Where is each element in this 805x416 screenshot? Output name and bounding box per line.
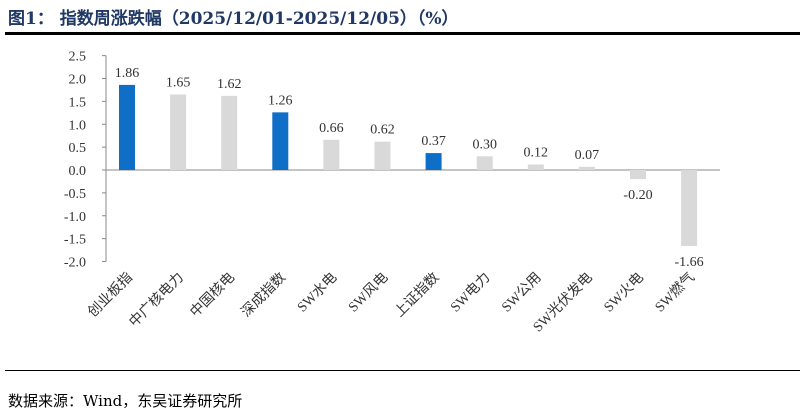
bar	[272, 112, 289, 170]
data-label: -1.66	[675, 255, 704, 270]
bar	[476, 156, 493, 170]
data-label: -0.20	[623, 188, 652, 203]
source-divider	[5, 370, 800, 371]
data-label: 0.12	[524, 146, 549, 161]
bar	[323, 139, 340, 170]
data-label: 1.26	[268, 93, 293, 108]
source-note: 数据来源：Wind，东吴证券研究所	[8, 392, 243, 410]
data-label: 0.37	[421, 134, 446, 149]
y-tick-label: -1.0	[64, 210, 86, 225]
bar	[425, 153, 442, 170]
data-label: 0.66	[319, 121, 344, 136]
data-label: 0.07	[575, 148, 600, 163]
y-tick-label: 0.0	[69, 164, 87, 179]
bar	[170, 94, 187, 170]
figure-title: 图1： 指数周涨跌幅（2025/12/01-2025/12/05）（%）	[8, 9, 459, 29]
bar	[630, 170, 646, 180]
y-tick-label: -1.5	[64, 233, 86, 248]
bar	[221, 95, 238, 170]
x-tick-label: 创业板指	[85, 270, 136, 321]
data-label: 1.86	[115, 66, 140, 81]
x-tick-label: 中广核电力	[126, 270, 187, 331]
data-label: 1.65	[166, 76, 191, 91]
y-tick-label: 2.0	[69, 73, 87, 88]
x-tick-label: 深成指数	[238, 270, 289, 321]
y-tick-label: -0.5	[64, 187, 86, 202]
x-tick-label: SW电力	[448, 270, 494, 316]
x-tick-label: 中国核电	[187, 270, 238, 321]
bar	[527, 164, 544, 170]
y-tick-label: 2.5	[69, 50, 87, 65]
bar	[374, 141, 391, 170]
bar	[578, 166, 595, 170]
x-tick-label: SW水电	[294, 270, 340, 316]
y-tick-label: 1.5	[69, 95, 87, 110]
y-tick-label: 0.5	[69, 141, 87, 156]
bar-chart: 2.5 2.0 1.5 1.0 0.5 0.0 -0.5 -1.0 -1.5 -2.0 1.86 创业…	[64, 50, 720, 335]
title-divider	[5, 32, 800, 35]
data-label: 1.62	[217, 77, 242, 92]
bar	[119, 84, 135, 170]
data-label: 0.30	[472, 137, 497, 152]
y-tick-label: -2.0	[64, 256, 86, 271]
x-tick-label: 上证指数	[392, 270, 443, 321]
x-tick-label: SW公用	[499, 270, 544, 315]
bar	[681, 170, 698, 246]
x-tick-label: SW火电	[601, 270, 647, 316]
x-tick-label: SW燃气	[651, 269, 698, 316]
data-label: 0.62	[370, 123, 395, 138]
y-tick-label: 1.0	[69, 118, 87, 133]
x-tick-label: SW风电	[345, 270, 391, 316]
